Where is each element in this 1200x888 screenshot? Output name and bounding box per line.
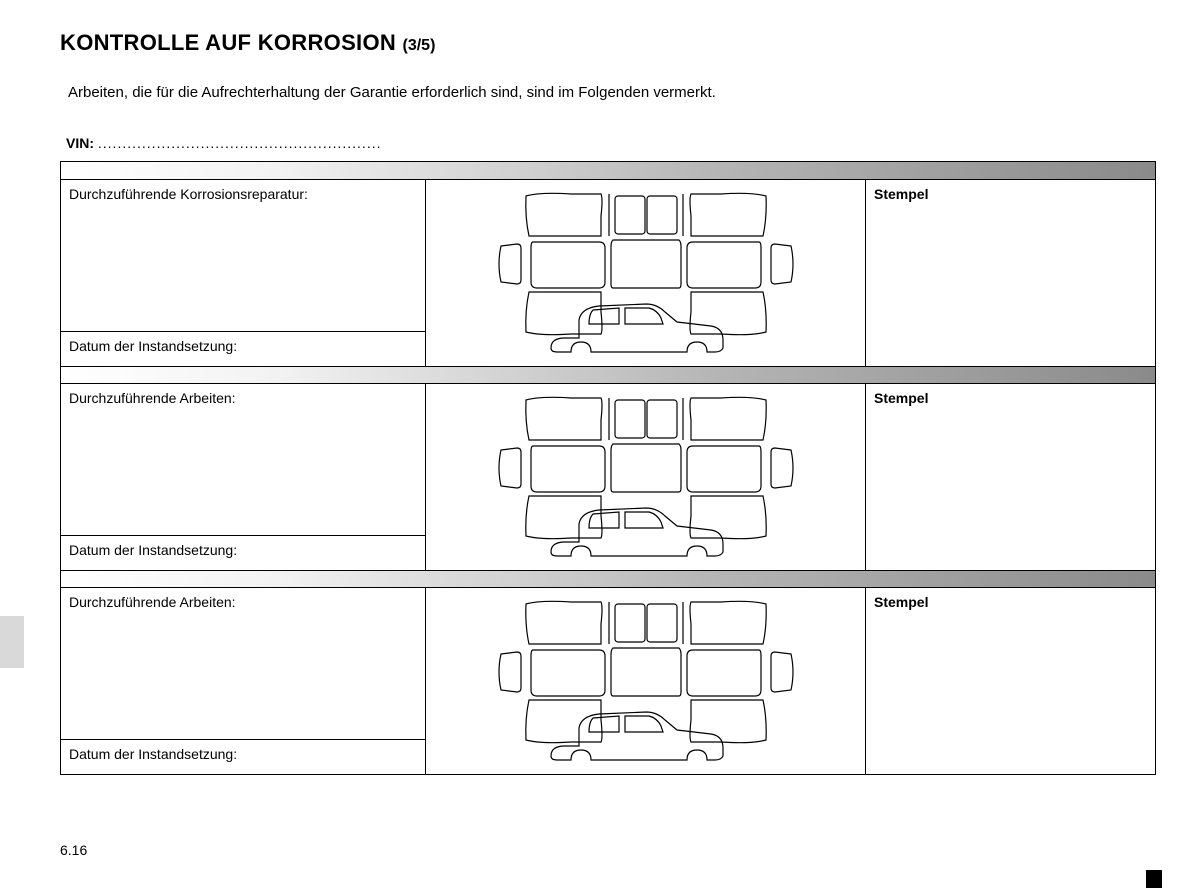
gradient-bar [61, 570, 1155, 588]
record-left: Durchzuführende Korrosionsreparatur: Dat… [61, 180, 426, 366]
car-body-diagram-icon [481, 188, 811, 358]
page-title: KONTROLLE AUF KORROSION [60, 30, 403, 55]
record-left: Durchzuführende Arbeiten: Datum der Inst… [61, 384, 426, 570]
car-body-diagram-icon [481, 392, 811, 562]
gradient-bar [61, 366, 1155, 384]
vin-row: VIN: ...................................… [66, 135, 1160, 151]
stamp-label: Stempel [866, 180, 1155, 366]
date-label: Datum der Instandsetzung: [61, 740, 425, 774]
gradient-bar [61, 162, 1155, 180]
work-label: Durchzuführende Arbeiten: [61, 588, 425, 740]
car-body-diagram-icon [481, 596, 811, 766]
car-diagram-cell [426, 180, 866, 366]
intro-text: Arbeiten, die für die Aufrechterhaltung … [68, 84, 1160, 101]
corrosion-table: Durchzuführende Korrosionsreparatur: Dat… [60, 161, 1156, 775]
date-label: Datum der Instandsetzung: [61, 332, 425, 366]
date-label: Datum der Instandsetzung: [61, 536, 425, 570]
stamp-label: Stempel [866, 384, 1155, 570]
edge-tab [0, 616, 24, 668]
page-subtitle: (3/5) [403, 37, 436, 54]
record-row: Durchzuführende Korrosionsreparatur: Dat… [61, 180, 1155, 366]
vin-dots: ........................................… [98, 135, 382, 151]
record-row: Durchzuführende Arbeiten: Datum der Inst… [61, 384, 1155, 570]
page-content: KONTROLLE AUF KORROSION (3/5) Arbeiten, … [60, 30, 1160, 775]
page-number: 6.16 [60, 842, 87, 858]
car-diagram-cell [426, 588, 866, 774]
record-left: Durchzuführende Arbeiten: Datum der Inst… [61, 588, 426, 774]
record-row: Durchzuführende Arbeiten: Datum der Inst… [61, 588, 1155, 774]
page-marker [1146, 870, 1162, 888]
car-diagram-cell [426, 384, 866, 570]
work-label: Durchzuführende Arbeiten: [61, 384, 425, 536]
stamp-label: Stempel [866, 588, 1155, 774]
page-title-row: KONTROLLE AUF KORROSION (3/5) [60, 30, 1160, 56]
vin-label: VIN: [66, 135, 98, 151]
work-label: Durchzuführende Korrosionsreparatur: [61, 180, 425, 332]
